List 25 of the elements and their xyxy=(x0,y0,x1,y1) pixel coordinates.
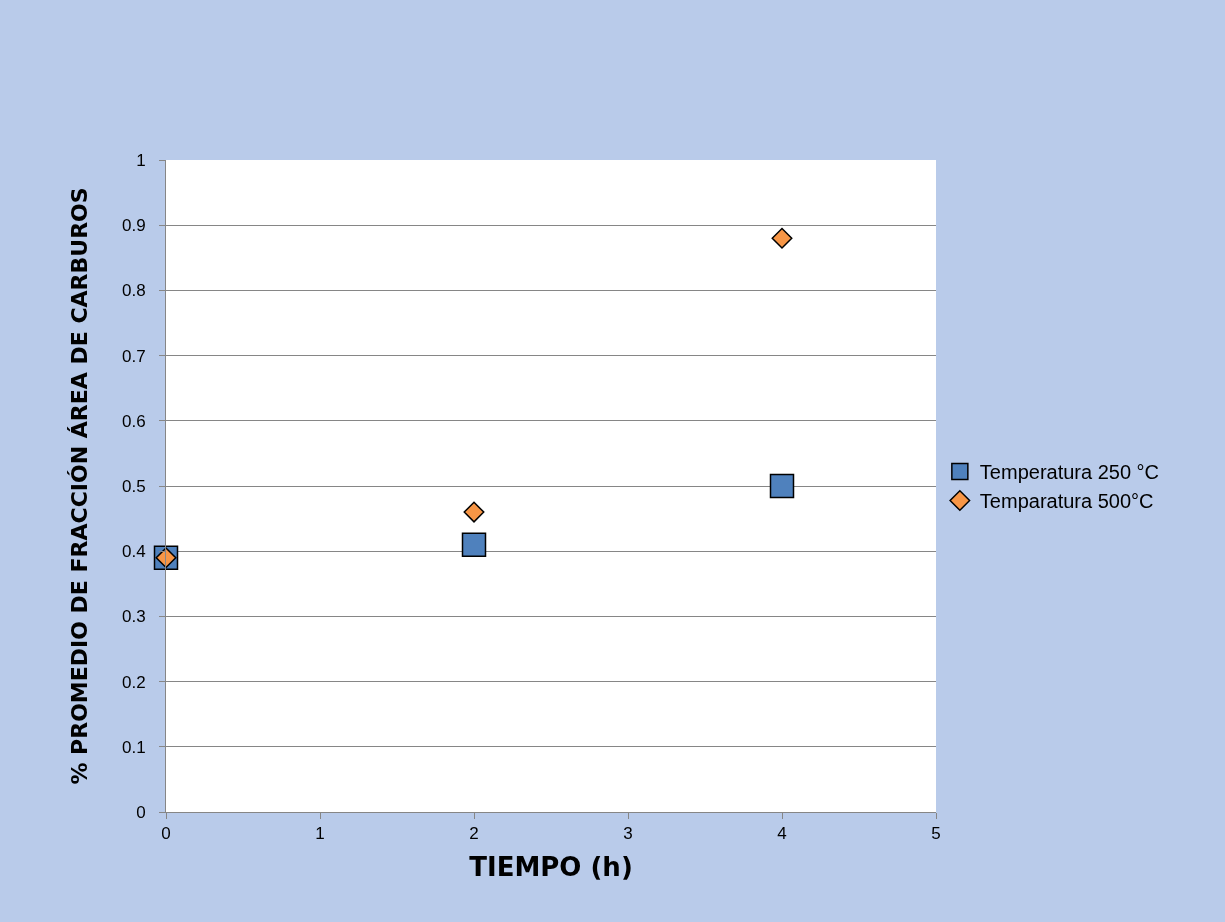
legend-label: Temperatura 250 °C xyxy=(979,461,1160,484)
y-tick-label: 0.3 xyxy=(121,607,146,627)
x-tick-label: 1 xyxy=(315,824,325,844)
y-tick-label: 0.8 xyxy=(121,281,146,301)
x-tick-label: 2 xyxy=(469,824,479,844)
point xyxy=(463,501,485,523)
y-tick-label: 0.5 xyxy=(121,476,146,496)
x-tick-label: 3 xyxy=(623,824,633,844)
point xyxy=(769,473,795,499)
point xyxy=(461,532,487,557)
x-tick-label: 0 xyxy=(161,824,171,844)
x-tick-label: 4 xyxy=(777,824,787,844)
x-axis-title: TIEMPO (h) xyxy=(469,852,633,883)
y-tick-label: 0.6 xyxy=(121,411,146,431)
x-tick-label: 5 xyxy=(931,824,941,844)
y-tick-label: 1 xyxy=(136,150,146,170)
legend-label: Temparatura 500°C xyxy=(979,490,1154,513)
y-tick-label: 0.7 xyxy=(121,346,146,366)
y-tick-label: 0.1 xyxy=(121,737,146,757)
y-tick-label: 0.2 xyxy=(121,672,146,692)
point xyxy=(771,227,793,249)
y-tick-label: 0.9 xyxy=(121,216,146,236)
y-tick-label: 0 xyxy=(136,802,146,822)
y-axis-title: % PROMEDIO DE FRACCIÓN ÁREA DE CARBUROS xyxy=(66,187,92,785)
y-tick-label: 0.4 xyxy=(121,542,146,562)
